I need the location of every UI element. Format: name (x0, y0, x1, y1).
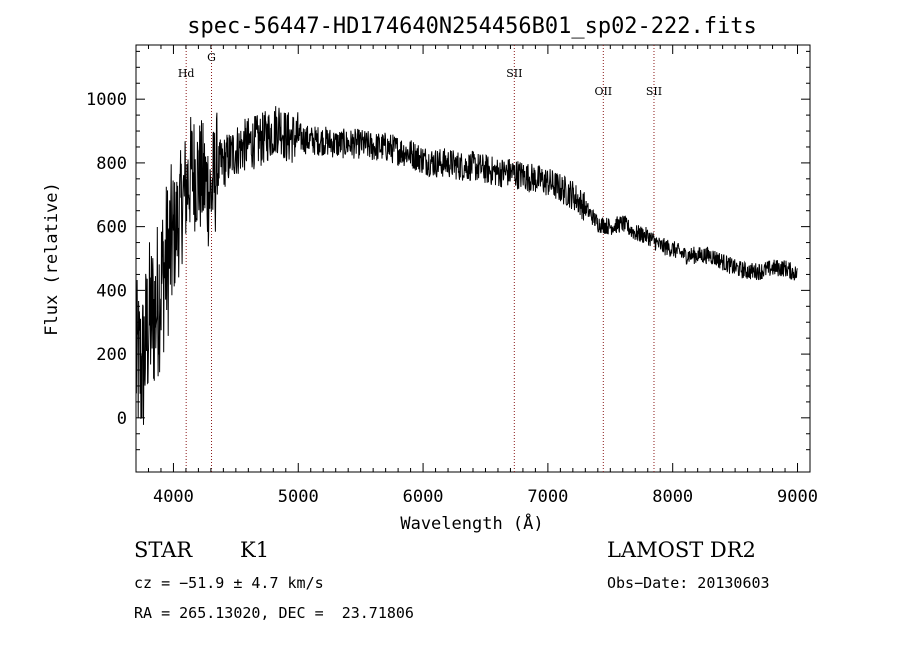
x-axis-label: Wavelength (Å) (400, 512, 543, 534)
y-tick-label: 600 (96, 218, 127, 238)
marker-label-3: OII (594, 85, 612, 98)
y-tick-label: 1000 (86, 90, 127, 110)
marker-label-1: G (207, 51, 216, 64)
chart-title: spec-56447-HD174640N254456B01_sp02-222.f… (187, 14, 757, 39)
x-tick-label: 6000 (403, 487, 444, 507)
y-tick-label: 800 (96, 154, 127, 174)
x-axis-ticks: 4000 5000 6000 7000 8000 9000 (135, 45, 818, 507)
flux-series (135, 106, 798, 425)
survey-name: LAMOST DR2 (607, 538, 756, 562)
marker-label-0: Hd (178, 67, 195, 80)
x-tick-label: 7000 (527, 487, 568, 507)
observation-date: Obs−Date: 20130603 (607, 574, 770, 592)
x-tick-label: 8000 (652, 487, 693, 507)
x-tick-label: 5000 (278, 487, 319, 507)
redshift-cz: cz = −51.9 ± 4.7 km/s (134, 574, 324, 592)
spectral-line-markers: Hd G SII OII SII (178, 45, 662, 472)
flux-line (135, 106, 798, 425)
y-axis-ticks: 0 200 400 600 800 1000 (86, 50, 810, 451)
marker-label-2: SII (506, 67, 522, 80)
y-tick-label: 200 (96, 345, 127, 365)
object-subclass: K1 (240, 538, 270, 562)
x-tick-label: 9000 (777, 487, 818, 507)
y-tick-label: 0 (117, 409, 127, 429)
sky-coordinates: RA = 265.13020, DEC = 23.71806 (134, 604, 414, 622)
marker-label-4: SII (646, 85, 662, 98)
y-axis-label: Flux (relative) (42, 182, 62, 336)
y-tick-label: 400 (96, 281, 127, 301)
x-tick-label: 4000 (153, 487, 194, 507)
object-class: STAR (134, 538, 193, 562)
